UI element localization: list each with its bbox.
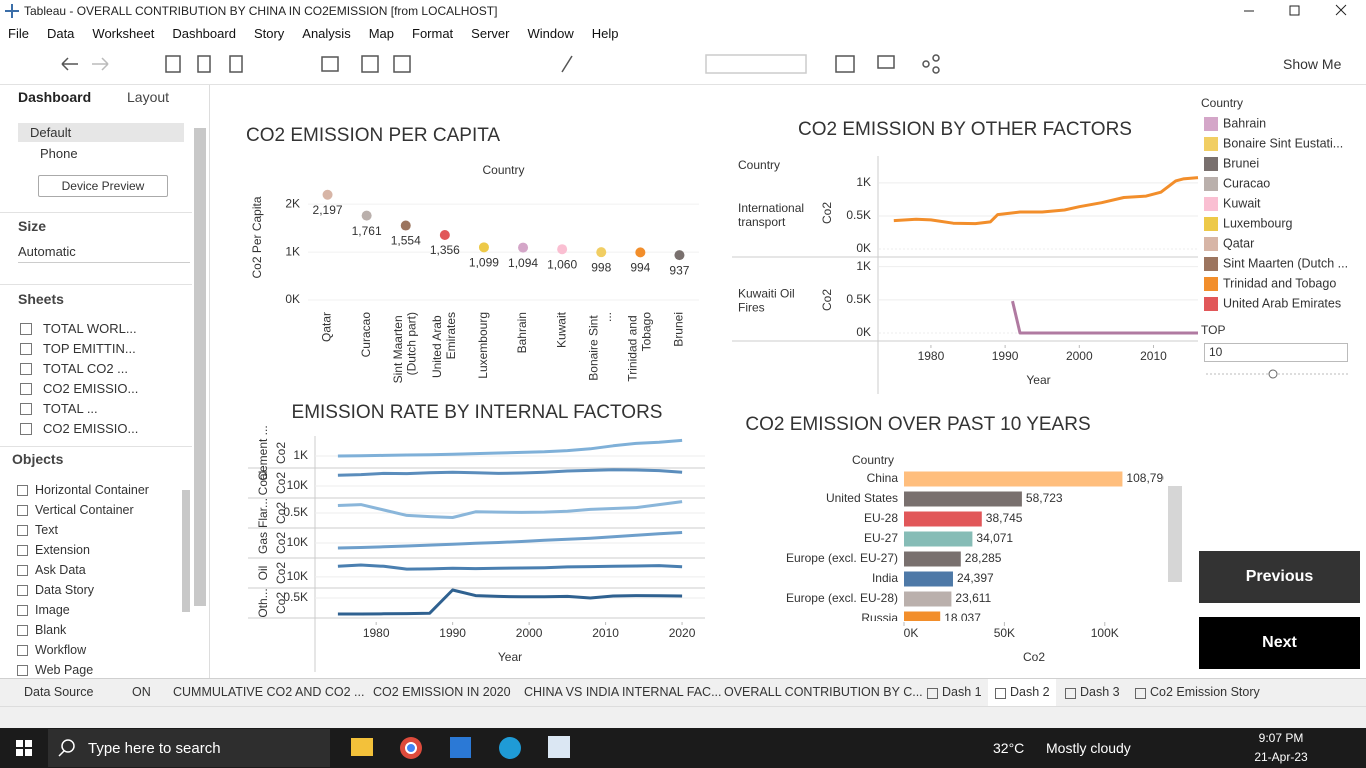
sheets-heading: Sheets — [18, 291, 64, 307]
object-icon — [17, 545, 28, 556]
object-item[interactable]: Text — [35, 523, 58, 537]
clock-time: 9:07 PM — [1258, 731, 1304, 745]
sheet-icon — [20, 323, 32, 335]
menu-item[interactable]: File — [8, 26, 29, 41]
object-item[interactable]: Vertical Container — [35, 503, 134, 517]
sheet-item[interactable]: TOTAL ... — [43, 401, 98, 416]
sidebar-tab[interactable]: Layout — [127, 89, 170, 105]
objects-heading: Objects — [12, 451, 64, 467]
next-button[interactable]: Next — [1199, 617, 1360, 669]
object-item[interactable]: Web Page — [35, 663, 94, 677]
search-box[interactable] — [48, 729, 330, 767]
object-icon — [17, 585, 28, 596]
active-tab-bg — [988, 679, 1056, 706]
object-item[interactable]: Ask Data — [35, 563, 86, 577]
object-item[interactable]: Horizontal Container — [35, 483, 149, 497]
divider — [0, 212, 192, 213]
status-bar — [0, 706, 1366, 729]
sheet-item[interactable]: TOTAL WORL... — [43, 321, 137, 336]
window-title: Tableau - OVERALL CONTRIBUTION BY CHINA … — [24, 4, 498, 18]
sidebar — [0, 85, 210, 678]
sheet-tab[interactable]: ON — [132, 685, 151, 699]
sheet-tab[interactable]: OVERALL CONTRIBUTION BY C... — [724, 685, 923, 699]
objects-scroll-thumb[interactable] — [182, 490, 190, 612]
menu-item[interactable]: Analysis — [302, 26, 351, 41]
device-preview-button[interactable]: Device Preview — [38, 175, 168, 197]
size-value[interactable]: Automatic — [18, 244, 190, 263]
sheet-item[interactable]: TOTAL CO2 ... — [43, 361, 129, 376]
menu-item[interactable]: Map — [368, 26, 394, 41]
temperature: 32°C — [993, 740, 1025, 756]
device-phone[interactable]: Phone — [40, 146, 78, 161]
title-bar — [0, 0, 1366, 22]
sheet-icon — [20, 343, 32, 355]
sheet-tab[interactable]: Co2 Emission Story — [1150, 685, 1260, 699]
sheet-tab[interactable]: Dash 2 — [1010, 685, 1050, 699]
menu-item[interactable]: Dashboard — [172, 26, 236, 41]
window-controls[interactable] — [1226, 0, 1366, 22]
object-item[interactable]: Data Story — [35, 583, 95, 597]
object-item[interactable]: Extension — [35, 543, 90, 557]
menu-item[interactable]: Help — [591, 26, 619, 41]
top-filter-label: TOP — [1201, 323, 1226, 337]
menu-item[interactable]: Window — [527, 26, 574, 41]
sheet-icon — [20, 383, 32, 395]
prev-button[interactable]: Previous — [1199, 551, 1360, 603]
object-item[interactable]: Workflow — [35, 643, 87, 657]
object-icon — [17, 605, 28, 616]
object-icon — [17, 625, 28, 636]
sidebar-scroll-thumb[interactable] — [194, 128, 206, 606]
sheet-tab[interactable]: Dash 3 — [1080, 685, 1120, 699]
tab-icon — [1135, 688, 1146, 699]
sheet-icon — [20, 363, 32, 375]
sheet-tab[interactable]: CHINA VS INDIA INTERNAL FAC... — [524, 685, 722, 699]
sheet-icon — [20, 423, 32, 435]
object-icon — [17, 485, 28, 496]
menu-item[interactable]: Story — [253, 26, 285, 41]
sheet-tab[interactable]: CO2 EMISSION IN 2020 — [373, 685, 511, 699]
tab-icon — [1065, 688, 1076, 699]
sheet-item[interactable]: CO2 EMISSIO... — [43, 421, 139, 436]
sheet-tab[interactable]: Data Source — [24, 685, 94, 699]
object-icon — [17, 525, 28, 536]
divider — [0, 446, 192, 447]
top-filter-input[interactable]: 10 — [1204, 343, 1348, 362]
sheet-item[interactable]: TOP EMITTIN... — [43, 341, 136, 356]
device-default[interactable]: Default — [18, 123, 184, 142]
object-item[interactable]: Image — [35, 603, 70, 617]
app-icon — [5, 4, 19, 18]
sheet-icon — [20, 403, 32, 415]
search-text[interactable]: Type here to search — [88, 740, 221, 757]
menu-item[interactable]: Worksheet — [92, 26, 155, 41]
menu-item[interactable]: Data — [46, 26, 75, 41]
clock-date: 21-Apr-23 — [1254, 750, 1308, 764]
toolbar-icons[interactable] — [0, 44, 960, 84]
size-heading: Size — [18, 218, 47, 234]
sheet-tabs-bar — [0, 678, 1366, 707]
sidebar-tab[interactable]: Dashboard — [18, 89, 92, 105]
taskbar-icons[interactable] — [0, 728, 600, 768]
toolbar — [0, 44, 1366, 85]
weather: Mostly cloudy — [1046, 740, 1131, 756]
sheet-item[interactable]: CO2 EMISSIO... — [43, 381, 139, 396]
object-icon — [17, 665, 28, 676]
object-icon — [17, 505, 28, 516]
sheet-tab[interactable]: CUMMULATIVE CO2 AND CO2 ... — [173, 685, 365, 699]
divider — [0, 284, 192, 285]
object-icon — [17, 565, 28, 576]
object-icon — [17, 645, 28, 656]
tab-icon — [995, 688, 1006, 699]
bars-scroll-thumb[interactable] — [1168, 486, 1182, 582]
menu-item[interactable]: Server — [471, 26, 510, 41]
menu-item[interactable]: Format — [412, 26, 454, 41]
sheet-tab[interactable]: Dash 1 — [942, 685, 982, 699]
tab-icon — [927, 688, 938, 699]
object-item[interactable]: Blank — [35, 623, 67, 637]
show-me[interactable]: Show Me — [1283, 56, 1342, 72]
